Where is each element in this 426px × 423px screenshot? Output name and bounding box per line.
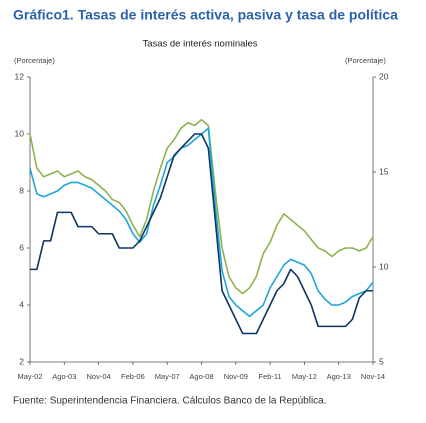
x-tick-label: Feb-11 — [258, 372, 281, 381]
y-tick-label: 12 — [15, 71, 25, 81]
source-note: Fuente: Superintendencia Financiera. Cál… — [13, 396, 327, 407]
data-line — [29, 127, 374, 318]
data-line — [30, 133, 373, 335]
x-tick-label: Ago-03 — [52, 372, 76, 381]
x-tick-label: Nov-04 — [87, 372, 111, 381]
data-line — [29, 118, 374, 295]
x-tick-label: Nov-09 — [224, 372, 248, 381]
y2-tick-label: 5 — [379, 356, 384, 366]
y-axis-label: (Porcentaje) — [14, 56, 55, 65]
x-tick-label: Ago-08 — [189, 372, 213, 381]
x-tick-label: May-07 — [155, 372, 180, 381]
x-tick-label: May-12 — [292, 372, 317, 381]
chart-title: Gráfico1. Tasas de interés activa, pasiv… — [13, 7, 398, 23]
y2-tick-label: 15 — [379, 166, 389, 176]
x-tick-label: Ago-13 — [327, 372, 351, 381]
y-tick-label: 10 — [15, 128, 25, 138]
y-tick-label: 6 — [19, 242, 24, 252]
y-tick-label: 4 — [19, 299, 24, 309]
x-tick-label: Feb-06 — [121, 372, 145, 381]
y-tick-label: 2 — [19, 356, 24, 366]
chart-subtitle: Tasas de interés nominales — [142, 39, 257, 50]
x-tick-label: Nov-14 — [361, 372, 385, 381]
y2-tick-label: 10 — [379, 261, 389, 271]
y-tick-label: 8 — [19, 185, 24, 195]
y2-axis-label: (Porcentaje) — [345, 56, 386, 65]
y2-tick-label: 20 — [379, 71, 389, 81]
x-tick-label: May-02 — [17, 372, 42, 381]
